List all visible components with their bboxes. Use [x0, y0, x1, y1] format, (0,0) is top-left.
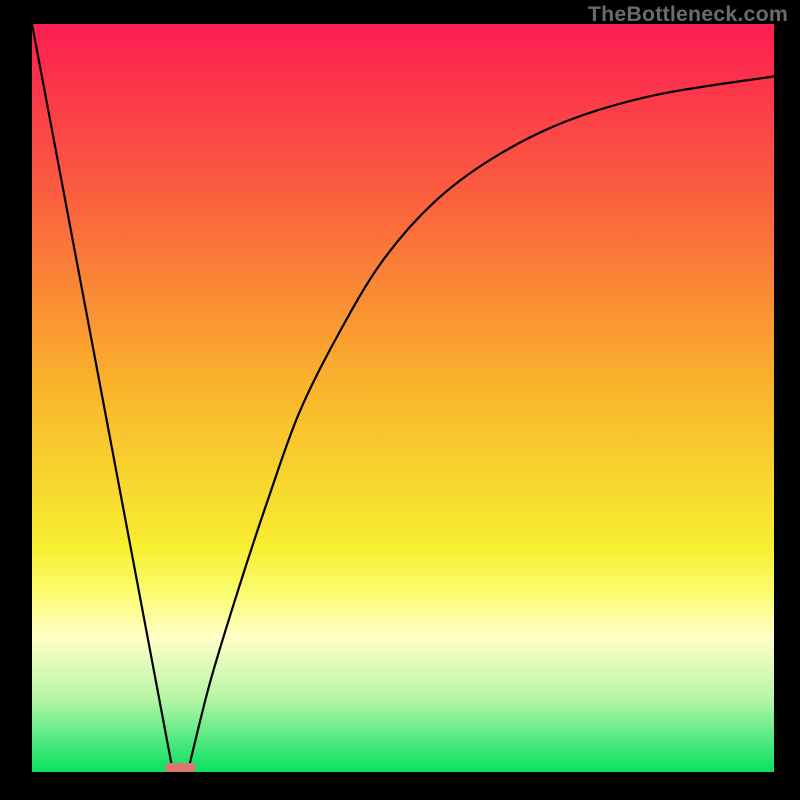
series-left-line [32, 24, 173, 772]
chart-curves [32, 24, 774, 772]
series-right-curve [188, 76, 774, 772]
plot-area [32, 24, 774, 772]
chart-frame: { "watermark": { "text": "TheBottleneck.… [0, 0, 800, 800]
max-match-marker [165, 763, 196, 772]
watermark-text: TheBottleneck.com [588, 2, 788, 27]
